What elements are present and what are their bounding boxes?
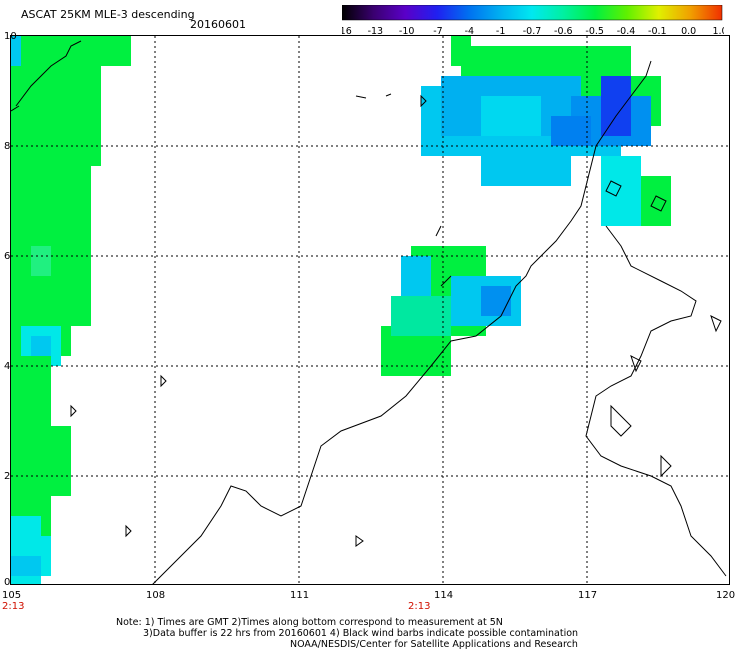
island-small-a: [420, 94, 427, 108]
longitude-label: 105: [2, 590, 22, 601]
coast-palawan: [435, 225, 452, 287]
longitude-label: 108: [146, 590, 166, 601]
latitude-label: 6: [4, 251, 11, 262]
colorbar: -16 -13 -10 -7 -4 -1 -0.7 -0.6 -0.5 -0.4 -0.1 0.0 1.…: [342, 5, 724, 37]
latitude-label: 8: [4, 141, 11, 152]
island-small-h: [630, 355, 642, 373]
island-small-e: [355, 535, 364, 547]
latitude-label: 4: [4, 361, 11, 372]
island-small-c: [160, 374, 167, 388]
product-title: ASCAT 25KM MLE-3 descending: [21, 8, 195, 21]
colorbar-tick-label: -0.7: [523, 26, 542, 37]
wind-data-swath-north: [421, 36, 671, 226]
colorbar-gradient: [342, 5, 723, 21]
wind-data-swath-west: [11, 36, 131, 584]
island-group-2: [650, 195, 667, 212]
note-line-3: NOAA/NESDIS/Center for Satellite Applica…: [290, 639, 578, 650]
colorbar-tick-label: -0.1: [648, 26, 667, 37]
island-group-3: [610, 404, 632, 437]
colorbar-tick-label: -0.5: [585, 26, 604, 37]
coast-indochina: [15, 40, 82, 107]
longitude-label: 120: [716, 590, 736, 601]
map-panel: [10, 35, 730, 585]
island-group-4: [660, 454, 672, 478]
product-date: 20160601: [190, 18, 246, 31]
longitude-label: 111: [290, 590, 310, 601]
colorbar-tick-label: -0.4: [617, 26, 636, 37]
colorbar-tick-label: -10: [399, 26, 415, 37]
colorbar-tick-label: -7: [433, 26, 442, 37]
coast-borneo-north: [152, 60, 652, 584]
time-label-center: 2:13: [408, 601, 431, 612]
island-small-g: [710, 315, 722, 333]
colorbar-tick-label: -16: [342, 26, 352, 37]
note-line-1: Note: 1) Times are GMT 2)Times along bot…: [116, 617, 503, 628]
colorbar-tick-label: -13: [368, 26, 384, 37]
latitude-label: 2: [4, 471, 11, 482]
island-small-b: [355, 93, 392, 99]
colorbar-tick-label: 0.0: [681, 26, 696, 37]
colorbar-tick-label: -0.6: [554, 26, 573, 37]
colorbar-tick-label: -1: [496, 26, 505, 37]
latitude-label: 0: [4, 577, 11, 588]
latitude-label: 10: [4, 31, 17, 42]
note-line-2: 3)Data buffer is 22 hrs from 20160601 4)…: [143, 628, 579, 639]
colorbar-tick-label: -4: [465, 26, 474, 37]
lat-lon-grid: [11, 36, 729, 584]
island-small-f: [125, 524, 132, 538]
island-group-1: [605, 180, 622, 197]
island-small-d: [70, 404, 77, 418]
longitude-label: 114: [434, 590, 454, 601]
coast-vietnam-north: [11, 105, 20, 112]
map-canvas: [11, 36, 729, 584]
time-label-left: 2:13: [2, 601, 25, 612]
wind-data-swath-central: [381, 246, 521, 376]
coastlines: [11, 40, 727, 584]
coast-borneo-east: [585, 225, 727, 577]
colorbar-tick-label: 1.0: [712, 26, 724, 37]
longitude-label: 117: [578, 590, 598, 601]
